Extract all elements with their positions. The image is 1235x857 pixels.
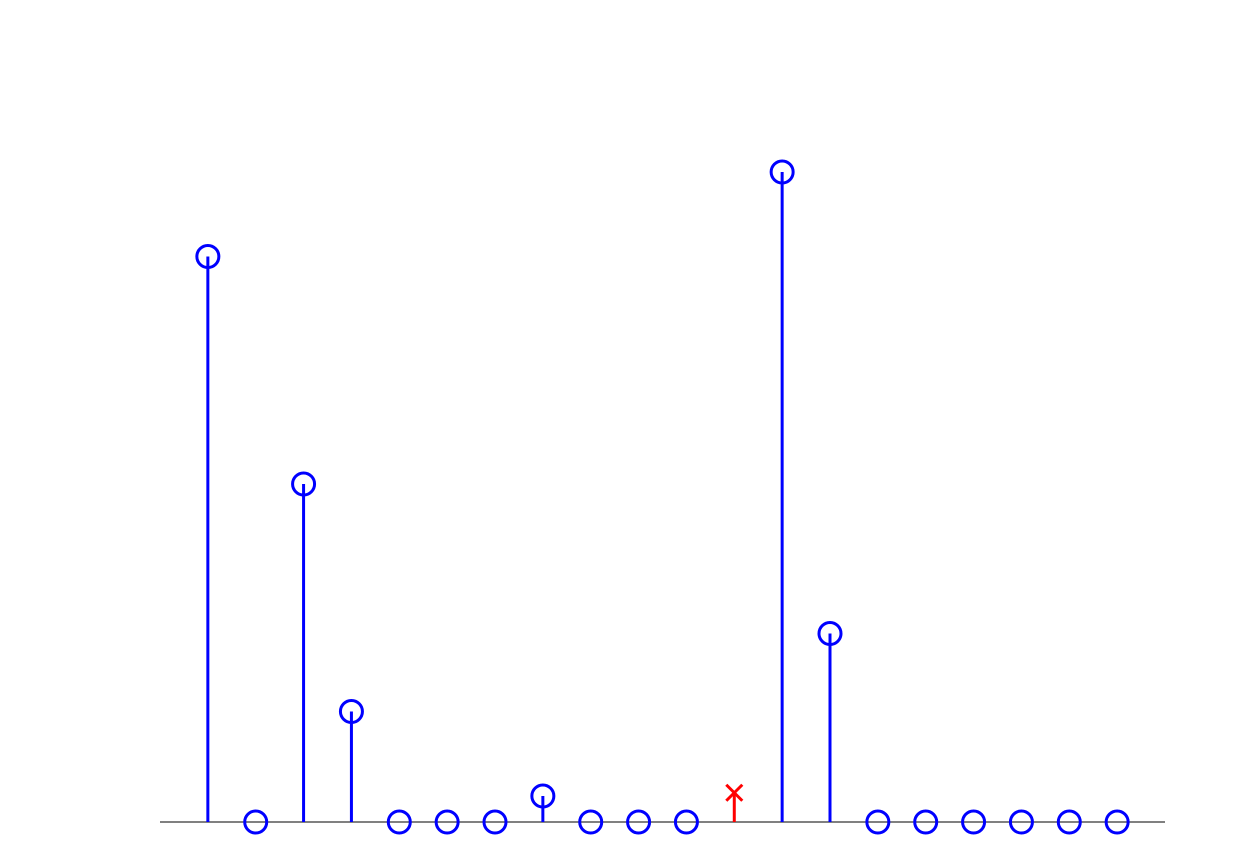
plot-area <box>160 161 1165 833</box>
